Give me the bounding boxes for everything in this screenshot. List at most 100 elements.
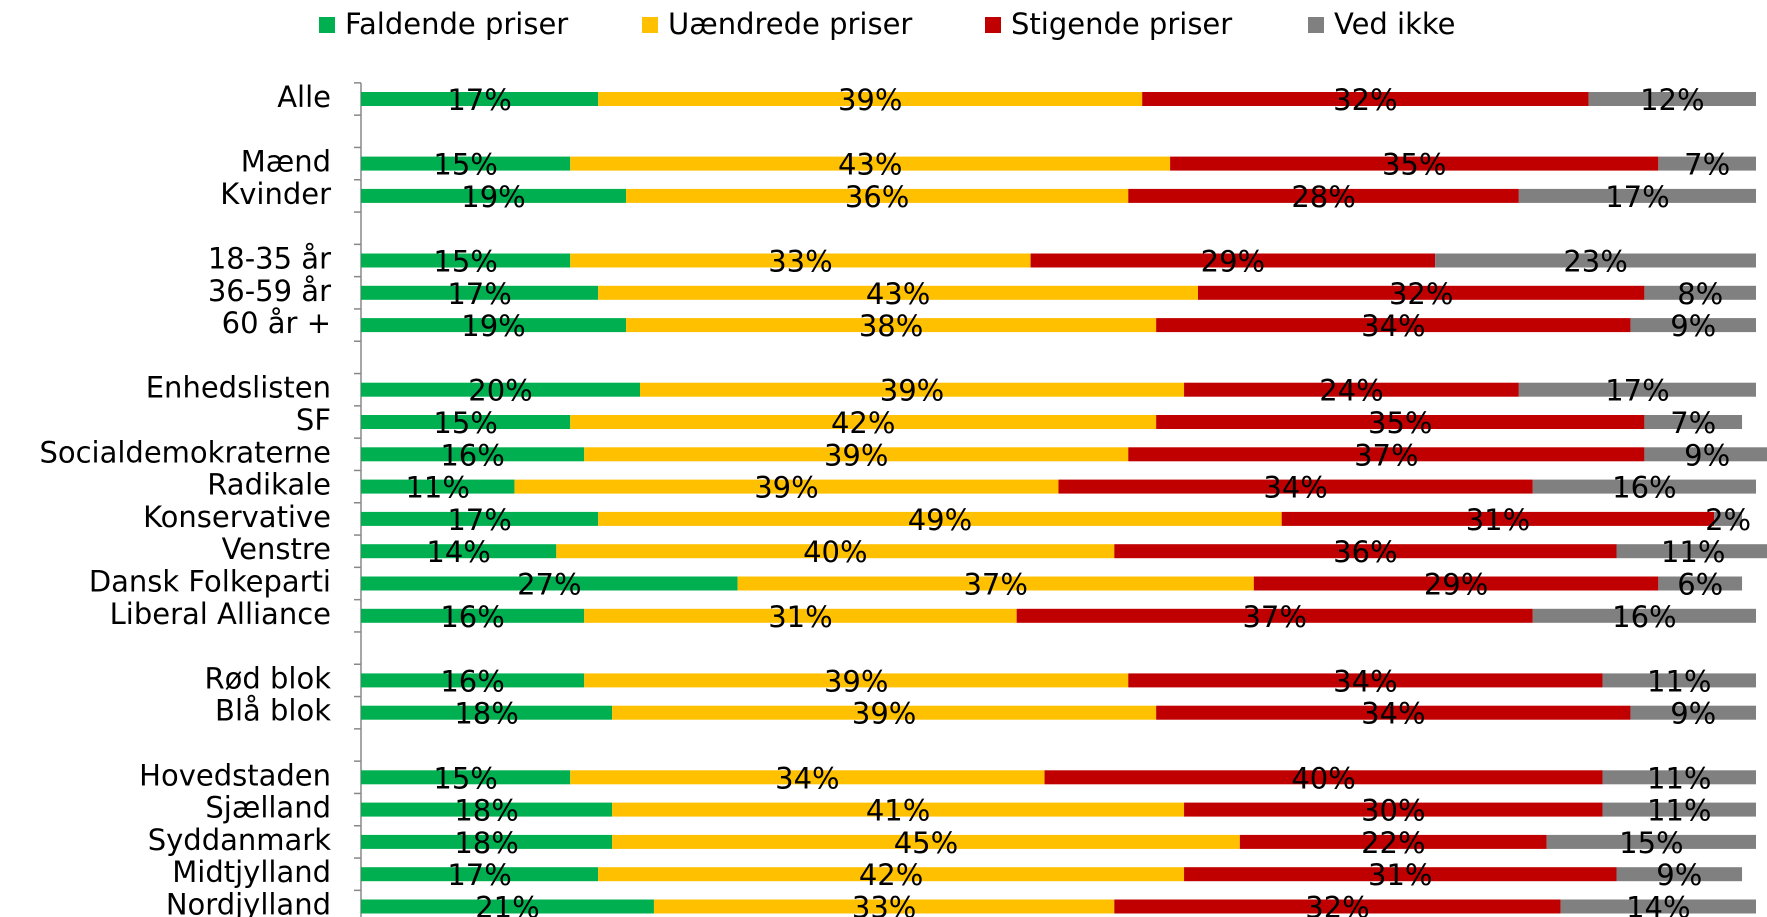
bar-segment: [1644, 415, 1743, 429]
bar-segment: [361, 253, 571, 268]
data-label: 15%: [433, 406, 497, 440]
data-label: 16%: [1612, 600, 1676, 634]
data-label: 7%: [1670, 406, 1716, 440]
data-label: 19%: [461, 309, 525, 343]
y-tick-label: Hovedstaden: [139, 758, 331, 792]
bar-segment: [1156, 415, 1645, 429]
bar-segment: [361, 318, 627, 333]
bar-segment: [361, 479, 515, 494]
y-tick-label: Blå blok: [215, 694, 331, 728]
bar-segment: [1128, 188, 1519, 203]
bar-segment: [1630, 705, 1756, 720]
y-tick-label: 18-35 år: [208, 242, 331, 276]
bar-segment: [1156, 318, 1631, 333]
data-label: 39%: [838, 83, 902, 117]
bar-segment: [1658, 156, 1756, 171]
data-label: 23%: [1563, 245, 1627, 279]
data-label: 11%: [1661, 535, 1725, 569]
bar-segment: [1546, 834, 1756, 849]
y-tick-label: Enhedslisten: [146, 371, 331, 405]
data-label: 34%: [1361, 309, 1425, 343]
data-label: 38%: [859, 309, 923, 343]
bar-segment: [1602, 770, 1756, 785]
bar-segment: [640, 382, 1185, 397]
bar-segment: [556, 544, 1115, 559]
legend-label: Ved ikke: [1334, 7, 1456, 41]
data-label: 15%: [433, 245, 497, 279]
bar-segment: [1658, 576, 1743, 591]
data-label: 42%: [831, 406, 895, 440]
bar-segment: [626, 188, 1129, 203]
data-label: 39%: [824, 438, 888, 472]
bar-segment: [361, 156, 571, 171]
bar-segment: [1532, 608, 1756, 623]
data-label: 9%: [1670, 697, 1716, 731]
data-label: 11%: [1647, 664, 1711, 698]
y-tick-label: 60 år +: [222, 306, 331, 340]
y-tick-label: Rød blok: [204, 661, 331, 695]
bar-segment: [1239, 834, 1547, 849]
bar-segment: [1128, 447, 1645, 462]
bar-segment: [612, 802, 1185, 817]
bar-segment: [1030, 253, 1436, 268]
bar-segment: [584, 673, 1129, 688]
data-label: 19%: [461, 180, 525, 214]
data-label: 32%: [1333, 83, 1397, 117]
bar-segment: [1016, 608, 1533, 623]
data-label: 6%: [1677, 568, 1723, 602]
bar-segment: [1156, 705, 1631, 720]
bar-segment: [361, 511, 599, 526]
bar-segment: [1630, 318, 1756, 333]
y-tick-label: Alle: [277, 80, 331, 114]
legend-label: Faldende priser: [345, 7, 568, 41]
data-label: 17%: [447, 277, 511, 311]
data-label: 34%: [1333, 664, 1397, 698]
data-label: 12%: [1640, 83, 1704, 117]
bar-segment: [1184, 802, 1603, 817]
bar-segment: [598, 867, 1185, 882]
data-label: 14%: [426, 535, 490, 569]
data-label: 39%: [852, 697, 916, 731]
data-label: 34%: [775, 761, 839, 795]
bar-segment: [1518, 382, 1756, 397]
bar-segment: [612, 705, 1157, 720]
bar-segment: [1644, 447, 1767, 462]
bar-segment: [1198, 285, 1645, 300]
bar-segment: [570, 415, 1157, 429]
data-label: 29%: [1201, 245, 1265, 279]
legend-swatch: [985, 17, 1001, 33]
bar-segment: [1184, 867, 1617, 882]
data-label: 16%: [440, 600, 504, 634]
data-label: 9%: [1656, 858, 1702, 892]
data-label: 17%: [447, 858, 511, 892]
bar-segment: [361, 447, 585, 462]
data-label: 43%: [866, 277, 930, 311]
bar-segment: [570, 770, 1045, 785]
data-label: 39%: [824, 664, 888, 698]
bar-segment: [361, 673, 585, 688]
bar-segment: [570, 253, 1031, 268]
bar-segment: [584, 447, 1129, 462]
legend-label: Uændrede priser: [668, 7, 912, 41]
bar-segment: [1044, 770, 1603, 785]
bar-segment: [1184, 382, 1519, 397]
data-label: 24%: [1319, 374, 1383, 408]
y-tick-label: Mænd: [241, 145, 331, 179]
data-label: 8%: [1677, 277, 1723, 311]
data-label: 11%: [405, 471, 469, 505]
data-label: 33%: [852, 891, 916, 917]
data-label: 11%: [1647, 794, 1711, 828]
bar-segment: [514, 479, 1059, 494]
data-label: 31%: [1368, 858, 1432, 892]
y-tick-label: Nordjylland: [166, 888, 331, 917]
y-tick-label: SF: [296, 403, 331, 437]
data-label: 27%: [517, 568, 581, 602]
bar-segment: [570, 156, 1171, 171]
legend-label: Stigende priser: [1011, 7, 1232, 41]
data-label: 35%: [1382, 148, 1446, 182]
bar-segment: [361, 576, 738, 591]
bar-segment: [1142, 92, 1589, 106]
data-label: 17%: [447, 83, 511, 117]
bar-segment: [1532, 479, 1756, 494]
data-label: 2%: [1705, 503, 1751, 537]
